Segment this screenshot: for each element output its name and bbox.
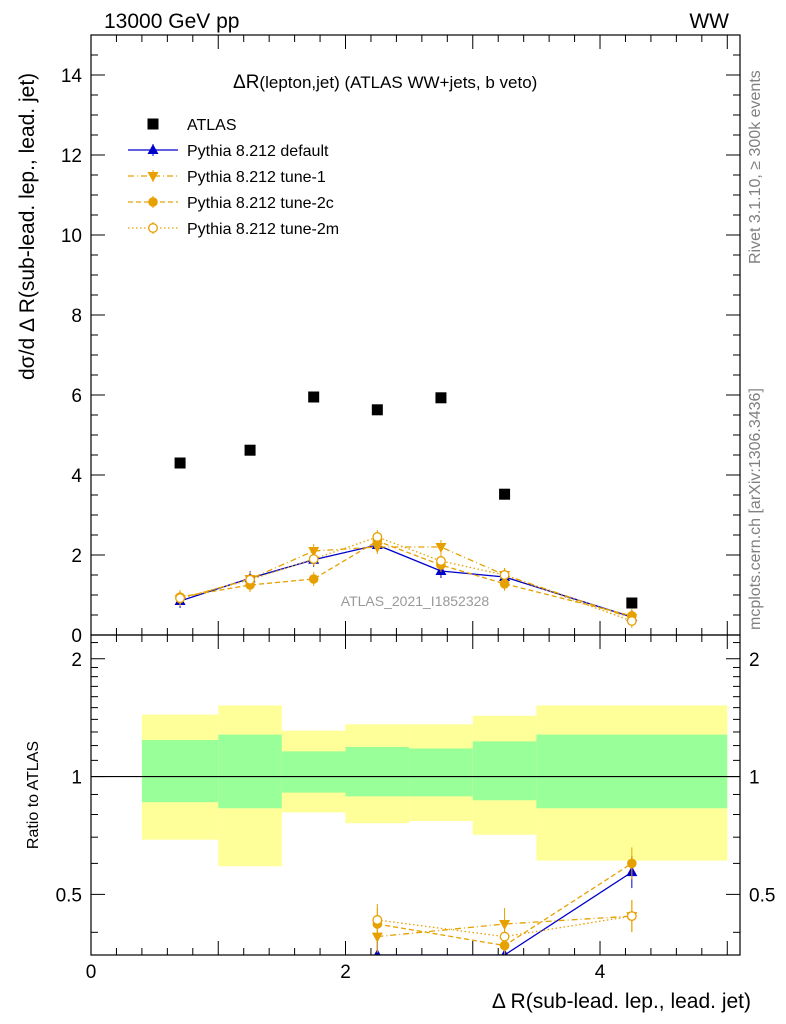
y-tick-label: 0 xyxy=(71,626,82,647)
chart-title: ΔR(lepton,jet) (ATLAS WW+jets, b veto) xyxy=(233,72,537,93)
main-y-axis-label: dσ/d Δ R(sub-lead. lep., lead. jet) xyxy=(16,73,39,380)
x-tick-label: 2 xyxy=(340,962,351,983)
data-point-atlas xyxy=(244,444,256,456)
uncertainty-band-inner xyxy=(141,740,219,803)
legend-label: Pythia 8.212 default xyxy=(187,143,329,160)
y-tick-label: 8 xyxy=(71,306,82,327)
rivet-version-label: Rivet 3.1.10, ≥ 300k events xyxy=(747,70,764,264)
legend-label: Pythia 8.212 tune-2m xyxy=(187,221,339,238)
legend-marker xyxy=(148,197,158,207)
uncertainty-band-inner xyxy=(536,734,728,809)
y-tick-label: 4 xyxy=(71,466,82,487)
legend-item-tune2c: Pythia 8.212 tune-2c xyxy=(128,195,334,212)
mcplots-source-label: mcplots.cern.ch [arXiv:1306.3436] xyxy=(747,388,764,630)
data-point-tune2m xyxy=(436,556,446,566)
y-tick-label: 12 xyxy=(61,146,82,167)
data-point-atlas xyxy=(174,457,186,469)
legend-label: ATLAS xyxy=(187,117,237,134)
ratio-panel: 0.5 0.5 1 1 2 2 0 2 4 Ratio to ATLAS Δ R(sub-lea… xyxy=(25,634,775,1013)
legend-marker xyxy=(147,118,159,130)
data-point-tune2m xyxy=(245,574,256,585)
uncertainty-band-inner xyxy=(472,741,537,801)
uncertainty-band-inner xyxy=(345,747,410,797)
x-axis-label: Δ R(sub-lead. lep., lead. jet) xyxy=(492,990,751,1013)
chart-title-rest: (ATLAS WW+jets, b veto) xyxy=(340,73,538,92)
legend-item-tune1: Pythia 8.212 tune-1 xyxy=(128,169,326,186)
legend-item-atlas: ATLAS xyxy=(147,117,237,134)
uncertainty-band-inner xyxy=(218,734,282,809)
analysis-id-label: ATLAS_2021_I1852328 xyxy=(341,593,490,609)
main-ticks: 0 2 4 6 8 10 12 14 xyxy=(61,35,740,647)
ratio-y-tick-label: 2 xyxy=(71,650,82,671)
ratio-y-tick-label-right: 0.5 xyxy=(749,885,775,906)
ratio-point-tune2m xyxy=(499,931,510,942)
ratio-point-tune2c xyxy=(627,858,637,869)
data-point-tune1 xyxy=(435,543,447,553)
y-tick-label: 14 xyxy=(61,66,83,87)
ratio-point-tune2m xyxy=(626,911,637,922)
legend-item-tune2m: Pythia 8.212 tune-2m xyxy=(128,221,339,238)
legend: ATLAS Pythia 8.212 default Pythia 8.212 tu… xyxy=(128,117,339,238)
data-point-atlas xyxy=(626,597,638,609)
data-point-tune2m xyxy=(372,532,383,542)
legend-item-default: Pythia 8.212 default xyxy=(128,143,329,160)
ratio-line-default xyxy=(377,871,633,955)
legend-marker xyxy=(147,172,159,182)
data-point-atlas xyxy=(435,392,447,404)
legend-label: Pythia 8.212 tune-1 xyxy=(187,169,326,186)
header-energy-label: 13000 GeV pp xyxy=(104,10,239,33)
data-point-tune2m xyxy=(175,593,186,604)
header-process-label: WW xyxy=(689,10,729,33)
ratio-y-axis-label: Ratio to ATLAS xyxy=(25,741,42,849)
ratio-ticks: 0.5 0.5 1 1 2 2 0 2 4 xyxy=(56,635,775,983)
chart-title-main: ΔR xyxy=(233,72,259,93)
data-point-atlas xyxy=(308,391,320,403)
main-data-layer xyxy=(174,391,638,628)
ratio-y-tick-label: 1 xyxy=(71,768,82,789)
x-tick-label: 4 xyxy=(595,962,606,983)
uncertainty-band-inner xyxy=(409,748,473,797)
x-tick-label: 0 xyxy=(86,962,97,983)
data-point-atlas xyxy=(371,404,383,416)
ratio-point-tune2m xyxy=(372,915,383,925)
data-point-tune2c xyxy=(308,574,319,584)
chart-title-sub: (lepton,jet) xyxy=(259,73,339,92)
y-tick-label: 2 xyxy=(71,546,82,567)
data-point-tune2c xyxy=(499,579,510,589)
ratio-y-tick-label-right: 1 xyxy=(749,768,760,789)
ratio-y-tick-label-right: 2 xyxy=(749,650,760,671)
y-tick-label: 10 xyxy=(61,226,82,247)
legend-label: Pythia 8.212 tune-2c xyxy=(187,195,334,212)
ratio-band-layer xyxy=(91,705,740,867)
y-tick-label: 6 xyxy=(71,386,82,407)
main-panel: 0 2 4 6 8 10 12 14 ΔR(lepton,jet) (ATLAS WW+jet… xyxy=(16,34,741,647)
ratio-line-tune1 xyxy=(377,915,632,938)
ratio-y-tick-label: 0.5 xyxy=(56,885,82,906)
uncertainty-band-inner xyxy=(281,751,346,793)
data-point-tune2m xyxy=(308,554,319,564)
data-point-tune2m xyxy=(499,570,510,580)
legend-marker xyxy=(147,144,159,154)
data-point-tune2m xyxy=(626,616,637,626)
ratio-data-layer xyxy=(371,847,638,955)
ratio-frame xyxy=(90,634,741,956)
data-point-atlas xyxy=(499,488,511,500)
legend-marker xyxy=(148,223,158,233)
